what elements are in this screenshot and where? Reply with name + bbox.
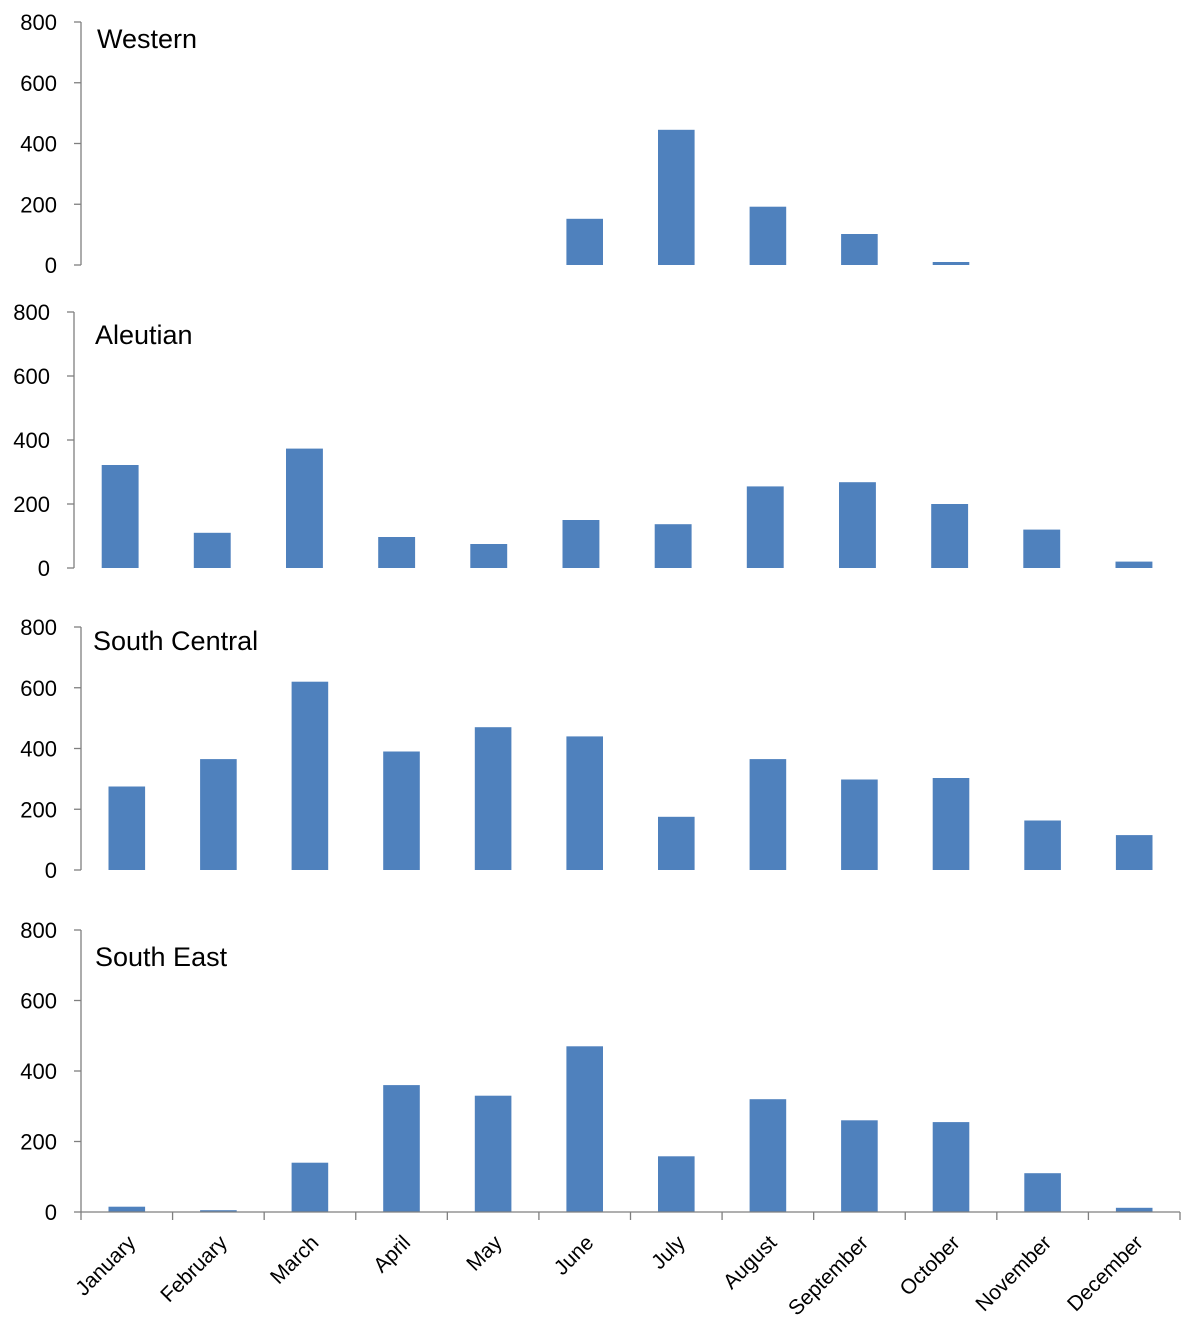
y-tick-label: 200 [13,492,50,517]
panel-western: 0 200 400 600 800 Western [20,10,970,278]
x-tick-label-june: June [550,1231,598,1279]
y-tick-label: 800 [13,300,50,325]
y-tick-label: 400 [20,737,57,762]
bar-september [841,234,878,265]
y-tick-label: 0 [45,858,57,883]
bar-march [286,448,323,568]
bar-june [566,218,603,265]
panel-title: Aleutian [95,320,193,350]
y-tick-label: 200 [20,797,57,822]
bar-august [749,1099,787,1212]
x-axis: January February March April May June July Augu… [71,1211,1181,1320]
x-tick-label-february: February [156,1231,232,1307]
bar-september [841,779,878,870]
bar-october [932,1122,970,1212]
bar-june [566,1046,603,1212]
bar-february [200,759,237,870]
bar-november [1024,820,1061,870]
y-tick-label: 0 [45,1200,57,1225]
panel-south-central: 0 200 400 600 800 South Central [20,615,1153,883]
bar-december [1115,561,1153,568]
x-tick-label-july: July [647,1231,690,1274]
bar-june [562,520,600,568]
bar-march [291,1162,329,1212]
bar-august [749,206,787,265]
bar-october [931,504,969,568]
y-tick-label: 200 [20,1130,57,1155]
bar-january [101,465,139,568]
bar-december [1115,1207,1153,1212]
bar-april [378,537,416,568]
bar-october [932,778,970,870]
y-tick-label: 400 [20,1059,57,1084]
y-tick-label: 600 [20,989,57,1014]
y-tick-label: 600 [13,364,50,389]
x-tick-label-may: May [462,1231,507,1276]
x-tick-label-october: October [895,1231,964,1300]
bar-july [658,1156,695,1212]
y-tick-label: 800 [20,615,57,640]
bar-july [654,524,692,568]
x-tick-label-april: April [369,1231,415,1277]
bar-november [1024,1173,1061,1212]
panel-title: Western [97,24,197,54]
bar-january [108,1206,146,1212]
y-tick-label: 400 [20,132,57,157]
bar-october [932,262,970,265]
y-tick-label: 600 [20,676,57,701]
bar-may [470,544,508,568]
bar-july [658,129,695,265]
bar-february [193,532,231,568]
x-tick-label-august: August [719,1231,782,1294]
panel-title: South Central [93,626,258,656]
x-tick-label-december: December [1063,1231,1148,1316]
bar-august [746,486,784,568]
bar-september [839,482,876,568]
bar-may [474,727,512,870]
bar-april [383,751,420,870]
y-tick-label: 800 [20,918,57,943]
y-tick-label: 600 [20,71,57,96]
y-tick-label: 800 [20,10,57,35]
y-tick-label: 0 [38,556,50,581]
panel-south-east: 0 200 400 600 800 South East [20,918,1153,1225]
bar-november [1023,529,1061,568]
bar-july [658,816,695,870]
y-tick-label: 200 [20,192,57,217]
bar-september [841,1120,878,1212]
panel-aleutian: 0 200 400 600 800 Aleutian [13,300,1153,581]
bar-may [474,1095,512,1212]
bar-december [1115,835,1153,870]
bar-february [200,1210,237,1212]
bar-june [566,736,603,870]
bar-january [108,786,146,870]
x-tick-label-january: January [71,1231,140,1300]
y-tick-label: 400 [13,428,50,453]
y-tick-label: 0 [45,253,57,278]
bar-march [291,681,329,870]
panel-title: South East [95,942,228,972]
x-tick-label-november: November [971,1231,1056,1316]
x-tick-label-september: September [784,1231,873,1320]
x-tick-label-march: March [266,1231,324,1289]
bar-april [383,1085,420,1212]
bar-august [749,759,787,870]
